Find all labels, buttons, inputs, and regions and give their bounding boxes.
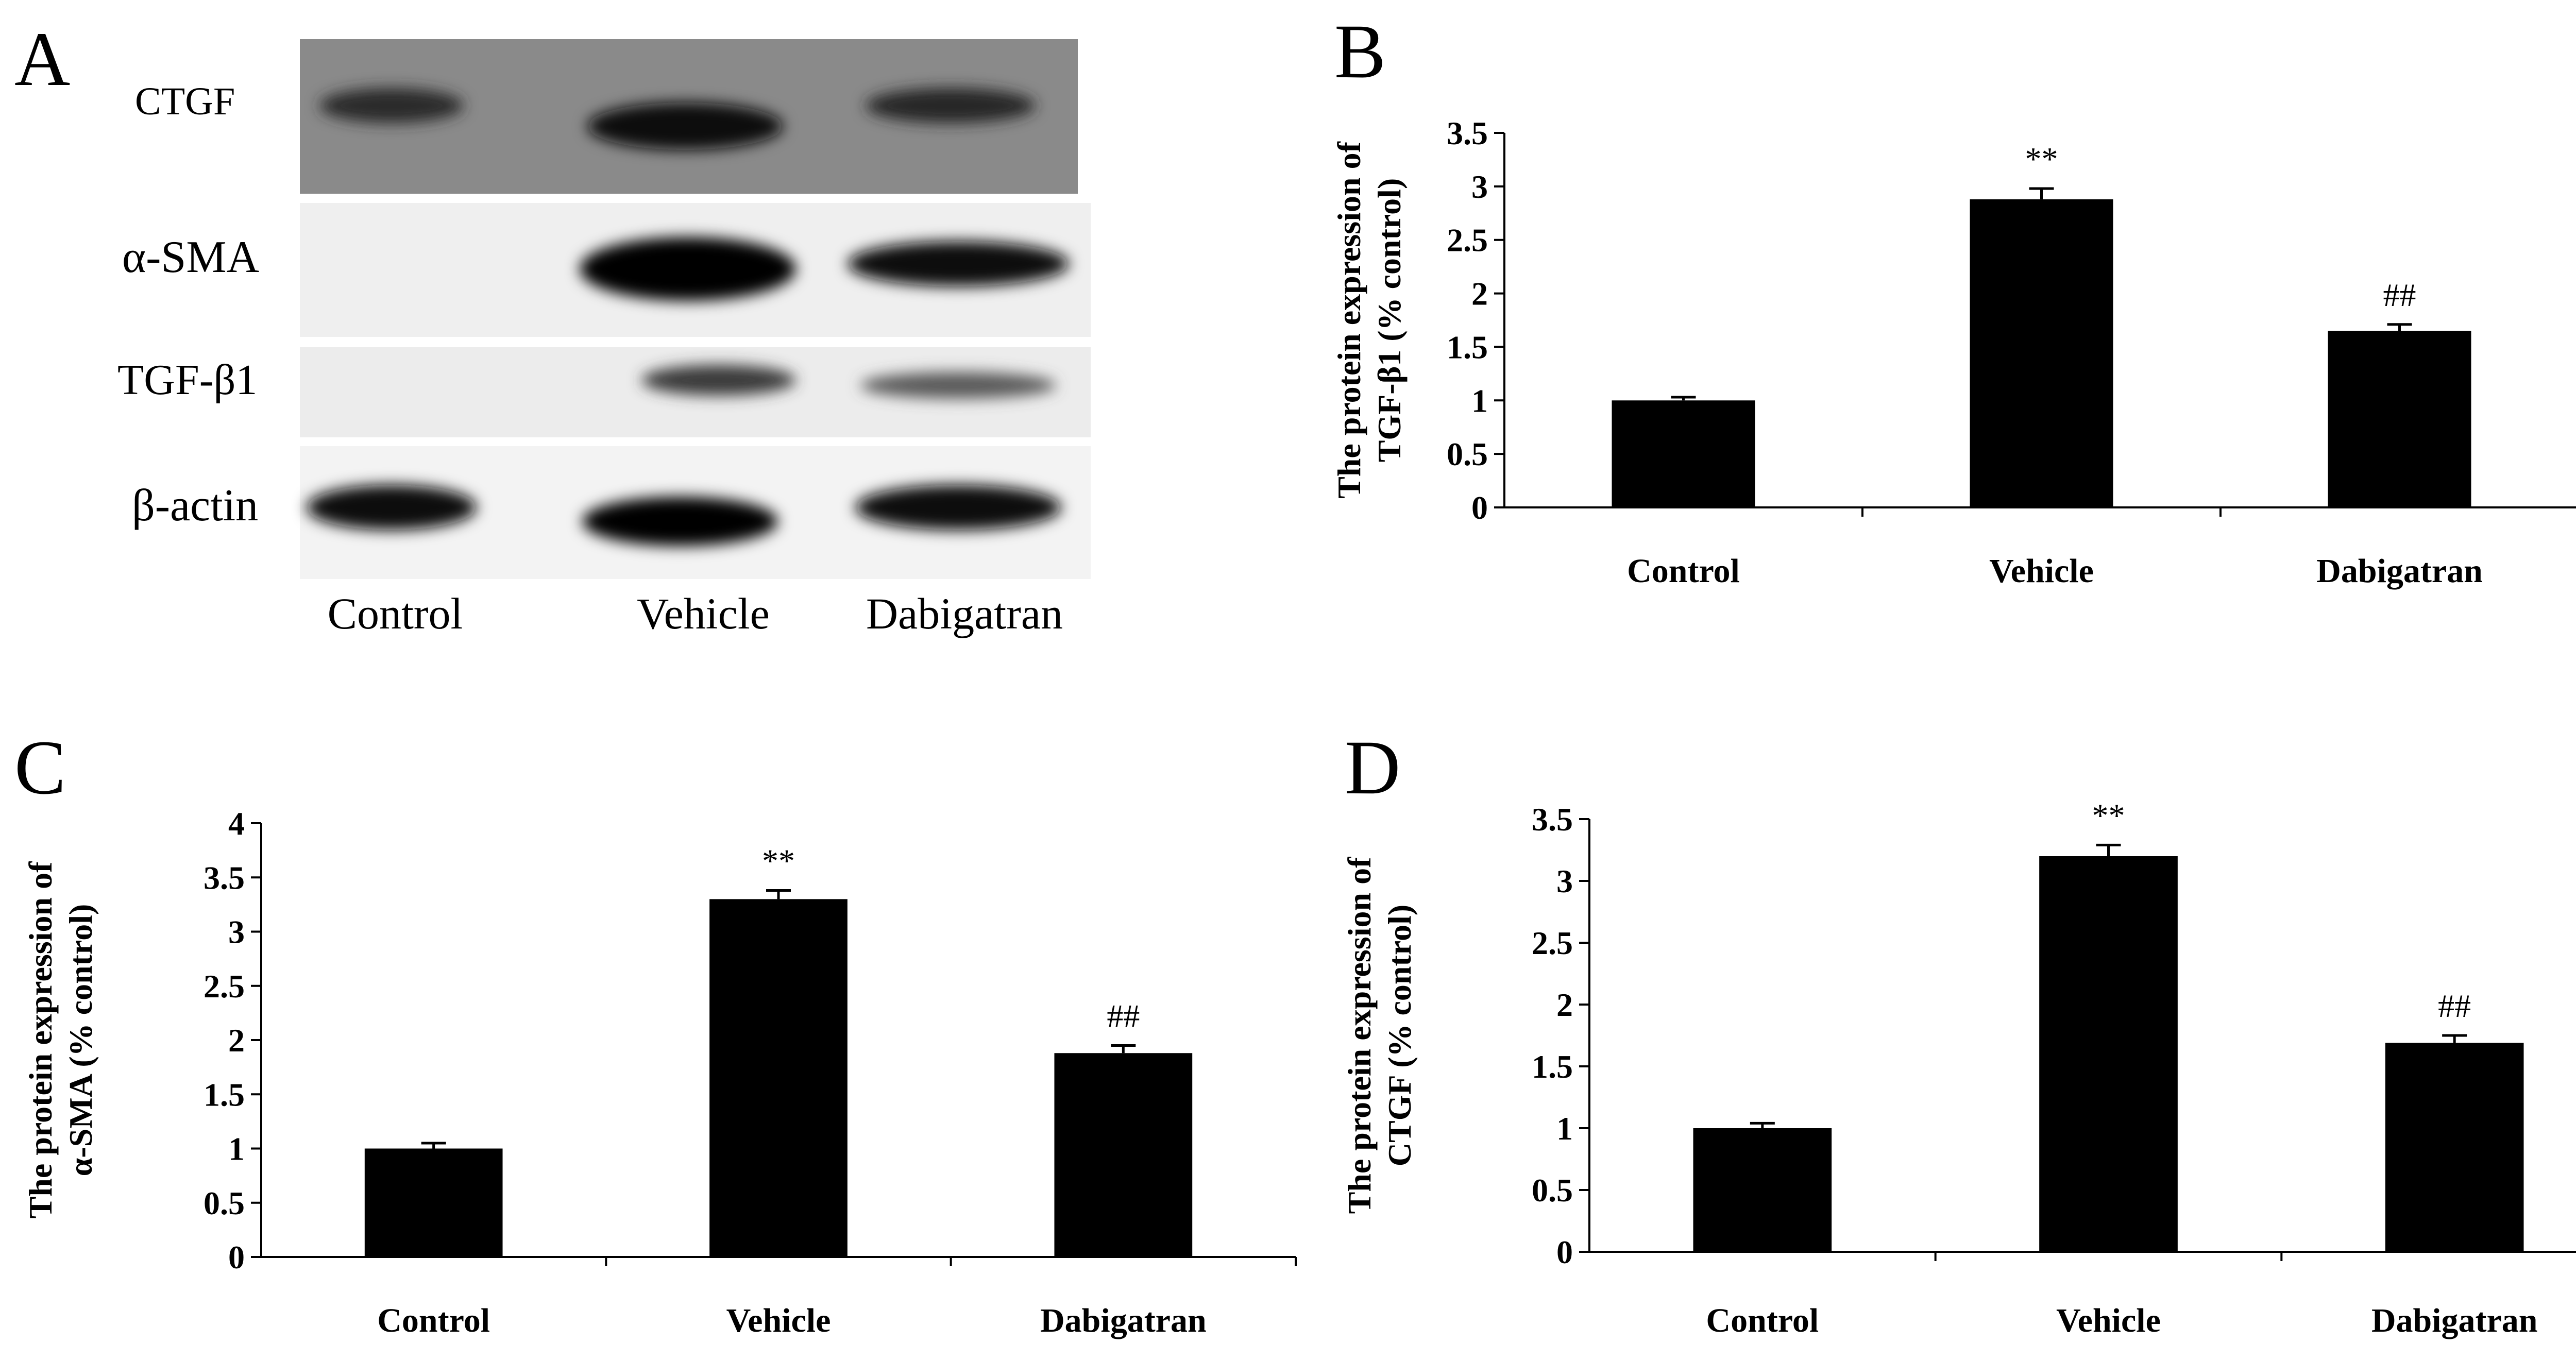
panel-letter-a: A bbox=[14, 16, 70, 102]
y-axis-label-line: The protein expression of bbox=[22, 861, 59, 1218]
bar bbox=[2328, 331, 2471, 507]
bar bbox=[2039, 856, 2178, 1252]
y-tick-label: 0.5 bbox=[1447, 436, 1488, 472]
significance-label: ** bbox=[2092, 797, 2125, 834]
y-axis-label-line: The protein expression of bbox=[1341, 857, 1378, 1214]
significance-label: ## bbox=[1107, 998, 1140, 1034]
x-category-label: Vehicle bbox=[1989, 552, 2094, 590]
y-tick-label: 1 bbox=[1471, 382, 1488, 419]
y-tick-label: 3 bbox=[1556, 863, 1573, 899]
band-ctgf-dabigatran bbox=[866, 88, 1036, 123]
y-tick-label: 2 bbox=[228, 1022, 245, 1059]
significance-label: ## bbox=[2383, 277, 2416, 313]
y-tick-label: 0.5 bbox=[1532, 1172, 1573, 1209]
y-axis-label: The protein expression of α-SMA (% contro… bbox=[22, 861, 99, 1218]
y-axis-label: The protein expression of TGF-β1 (% contr… bbox=[1331, 141, 1408, 498]
band-tgfb1-dabigatran bbox=[860, 372, 1056, 399]
panel-letter-c: C bbox=[14, 725, 66, 810]
y-tick-label: 2 bbox=[1556, 987, 1573, 1023]
x-category-label: Control bbox=[1627, 552, 1740, 590]
x-category-label: Control bbox=[1706, 1302, 1819, 1339]
x-category-label: Dabigatran bbox=[2316, 552, 2483, 590]
blot-row-label-tgfb1: TGF-β1 bbox=[117, 356, 257, 404]
bar bbox=[1612, 400, 1755, 507]
band-ctgf-control bbox=[319, 88, 464, 123]
band-bactin-control bbox=[307, 485, 477, 530]
blot-image bbox=[300, 39, 1091, 579]
panel-d: D 0 0.5 1 1.5 2 2.5 3 3.5 Control ** Vehicle ## Dabi… bbox=[1341, 725, 2576, 1339]
bar bbox=[1054, 1053, 1193, 1257]
band-asma-dabigatran bbox=[848, 241, 1069, 286]
y-tick-label: 1.5 bbox=[204, 1076, 245, 1113]
band-bactin-dabigatran bbox=[855, 485, 1061, 530]
y-tick-label: 2.5 bbox=[1532, 925, 1573, 961]
panel-letter-b: B bbox=[1334, 9, 1386, 94]
y-tick-label: 3.5 bbox=[204, 859, 245, 896]
y-tick-label: 0 bbox=[1556, 1234, 1573, 1270]
y-tick-label: 2.5 bbox=[204, 968, 245, 1005]
chart-ctgf: 0 0.5 1 1.5 2 2.5 3 3.5 Control ** Vehicle ## Dabiga… bbox=[1341, 797, 2576, 1339]
y-tick-label: 1.5 bbox=[1447, 329, 1488, 365]
bar bbox=[1693, 1128, 1832, 1252]
band-tgfb1-vehicle bbox=[641, 365, 796, 396]
significance-label: ** bbox=[2025, 141, 2058, 177]
blot-row-label-bactin: β-actin bbox=[132, 481, 258, 531]
x-category-label: Dabigatran bbox=[1040, 1302, 1207, 1339]
blot-lane-label-vehicle: Vehicle bbox=[637, 589, 770, 638]
y-tick-label: 4 bbox=[228, 805, 245, 842]
y-tick-label: 1.5 bbox=[1532, 1048, 1573, 1085]
y-tick-label: 2.5 bbox=[1447, 222, 1488, 259]
x-category-label: Vehicle bbox=[2056, 1302, 2161, 1339]
y-tick-label: 0 bbox=[1471, 489, 1488, 526]
panel-a: A CTGF α-SMA TGF-β1 bbox=[14, 16, 1091, 638]
band-bactin-vehicle bbox=[582, 497, 778, 546]
y-axis-label-line: α-SMA (% control) bbox=[62, 904, 99, 1177]
panel-b: B 0 0.5 1 1.5 2 2.5 3 3.5 Control ** Vehicle ## Dabi… bbox=[1331, 9, 2576, 590]
y-axis-label-line: The protein expression of bbox=[1331, 141, 1367, 498]
y-tick-label: 2 bbox=[1471, 276, 1488, 312]
blot-row-label-asma: α-SMA bbox=[122, 232, 259, 282]
y-tick-label: 3.5 bbox=[1447, 115, 1488, 151]
y-tick-label: 1 bbox=[228, 1131, 245, 1167]
y-tick-label: 3 bbox=[228, 914, 245, 950]
significance-label: ** bbox=[762, 843, 795, 879]
blot-lane-label-dabigatran: Dabigatran bbox=[866, 589, 1063, 638]
blot-row-label-ctgf: CTGF bbox=[135, 80, 235, 123]
y-tick-label: 3 bbox=[1471, 168, 1488, 205]
bar bbox=[709, 899, 848, 1257]
panel-letter-d: D bbox=[1345, 725, 1400, 810]
blot-lane-label-control: Control bbox=[328, 589, 463, 638]
panel-c: C 0 0.5 1 1.5 2 2.5 3 3.5 4 Control ** Vehicle ## Dab… bbox=[14, 725, 1297, 1339]
band-ctgf-vehicle bbox=[587, 103, 783, 150]
significance-label: ## bbox=[2438, 988, 2471, 1024]
x-category-label: Vehicle bbox=[726, 1302, 831, 1339]
y-axis-label-line: TGF-β1 (% control) bbox=[1371, 178, 1408, 463]
x-category-label: Dabigatran bbox=[2371, 1302, 2538, 1339]
y-tick-label: 3.5 bbox=[1532, 801, 1573, 838]
chart-asma: 0 0.5 1 1.5 2 2.5 3 3.5 4 Control ** Vehicle ## Dabig… bbox=[22, 805, 1297, 1339]
bar bbox=[1970, 199, 2113, 508]
chart-tgfb1: 0 0.5 1 1.5 2 2.5 3 3.5 Control ** Vehicle ## Dabiga… bbox=[1331, 115, 2576, 590]
y-tick-label: 0.5 bbox=[204, 1185, 245, 1221]
bar bbox=[364, 1148, 503, 1257]
y-axis-label-line: CTGF (% control) bbox=[1381, 905, 1418, 1166]
y-tick-label: 1 bbox=[1556, 1110, 1573, 1147]
bar bbox=[2385, 1043, 2524, 1252]
y-tick-label: 0 bbox=[228, 1239, 245, 1276]
x-category-label: Control bbox=[377, 1302, 490, 1339]
band-asma-vehicle bbox=[580, 237, 796, 301]
y-axis-label: The protein expression of CTGF (% control… bbox=[1341, 857, 1418, 1214]
